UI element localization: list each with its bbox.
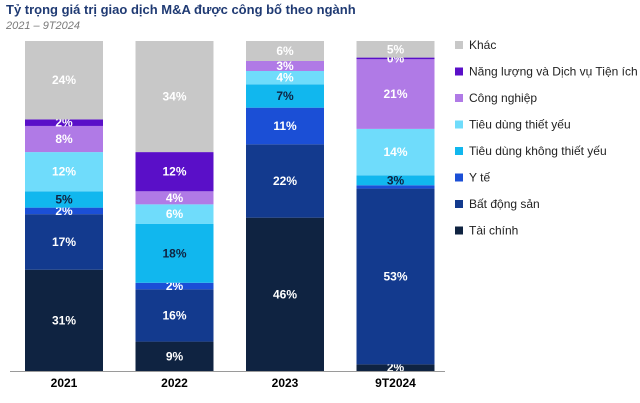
data-label: 7% xyxy=(276,89,294,103)
x-axis-labels: 2021 2022 2023 9T2024 xyxy=(51,376,417,390)
bar-segment xyxy=(25,207,103,215)
bar-segment xyxy=(135,152,214,192)
legend-label: Y tế xyxy=(469,171,490,185)
legend-swatch xyxy=(455,41,463,49)
bars-group: 31%17%2%5%12%8%2%24%9%16%2%18%6%4%12%34%… xyxy=(25,41,435,375)
bar-segment xyxy=(356,364,435,371)
data-label: 14% xyxy=(383,145,407,159)
bar-segment xyxy=(356,175,435,186)
data-label: 34% xyxy=(162,90,186,104)
bar-segment xyxy=(356,59,435,129)
data-label: 46% xyxy=(273,287,297,301)
bar-segment xyxy=(246,84,324,108)
data-label: 53% xyxy=(383,269,407,283)
legend: Khác Năng lượng và Dịch vụ Tiện ích Công n… xyxy=(455,38,638,238)
legend-swatch xyxy=(455,67,463,76)
bar-segment xyxy=(135,289,214,342)
bar-segment xyxy=(25,119,103,126)
legend-swatch xyxy=(455,94,463,102)
bar-segment xyxy=(246,217,324,371)
data-label: 16% xyxy=(162,308,186,322)
data-label: 22% xyxy=(273,174,297,188)
data-label: 6% xyxy=(166,207,184,221)
legend-swatch xyxy=(455,147,463,155)
bar-segment xyxy=(25,152,103,192)
bar-segment xyxy=(135,204,214,224)
data-label: 9% xyxy=(166,349,184,363)
data-label: 21% xyxy=(383,87,407,101)
data-label: 5% xyxy=(387,42,405,56)
bar-segment xyxy=(135,341,214,371)
bar-segment xyxy=(25,214,103,270)
legend-label: Tiêu dùng thiết yếu xyxy=(469,118,571,132)
x-tick-label: 2022 xyxy=(161,376,188,390)
bar-segment xyxy=(25,125,103,153)
x-tick-label: 2023 xyxy=(272,376,299,390)
data-label: 3% xyxy=(387,173,405,187)
data-label: 24% xyxy=(52,73,76,87)
bar-segment xyxy=(356,188,435,365)
chart-title: Tỷ trọng giá trị giao dịch M&A được công… xyxy=(6,2,356,17)
legend-swatch xyxy=(455,173,463,182)
data-label: 12% xyxy=(162,165,186,179)
legend-label: Tiêu dùng không thiết yếu xyxy=(469,144,607,158)
legend-swatch xyxy=(455,226,463,235)
bar-segment xyxy=(246,107,324,145)
legend-label: Bất động sản xyxy=(469,197,540,211)
data-label: 4% xyxy=(276,71,294,85)
bar-segment xyxy=(246,144,324,218)
data-label: 18% xyxy=(162,246,186,260)
x-tick-label: 2021 xyxy=(51,376,78,390)
bar-segment xyxy=(356,57,435,60)
bar-segment xyxy=(246,61,324,71)
x-tick-label: 9T2024 xyxy=(375,376,416,390)
bar-segment xyxy=(135,41,214,153)
legend-label: Năng lượng và Dịch vụ Tiện ích xyxy=(469,65,638,79)
data-label: 12% xyxy=(52,165,76,179)
data-label: 5% xyxy=(55,192,73,206)
data-label: 11% xyxy=(273,119,297,133)
data-label: 17% xyxy=(52,235,76,249)
bar-segment xyxy=(135,282,214,290)
bar-segment xyxy=(25,269,103,371)
bar-segment xyxy=(246,41,324,61)
bar-segment xyxy=(246,71,324,85)
legend-swatch xyxy=(455,200,463,208)
data-label: 31% xyxy=(52,313,76,327)
legend-label: Khác xyxy=(469,38,496,52)
bar-segment xyxy=(356,128,435,176)
bar-segment xyxy=(356,185,435,189)
bar-segment xyxy=(25,41,103,120)
data-label: 3% xyxy=(276,59,294,73)
legend-label: Công nghiệp xyxy=(469,91,537,105)
data-label: 6% xyxy=(276,44,294,58)
legend-label: Tài chính xyxy=(469,224,518,238)
legend-swatch xyxy=(455,120,463,129)
bar-segment xyxy=(25,191,103,208)
bar-segment xyxy=(356,41,435,58)
bar-segment xyxy=(135,191,214,205)
data-label: 4% xyxy=(166,191,184,205)
data-label: 8% xyxy=(55,132,73,146)
bar-segment xyxy=(135,223,214,283)
chart-subtitle: 2021 – 9T2024 xyxy=(6,20,81,32)
